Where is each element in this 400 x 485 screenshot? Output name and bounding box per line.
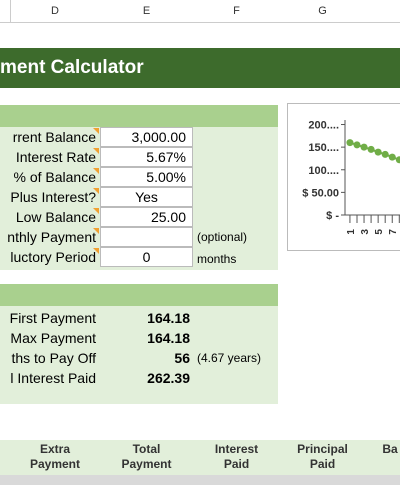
section-header bbox=[0, 105, 278, 127]
title: ment Calculator bbox=[0, 57, 144, 78]
input-cell[interactable]: 5.00% bbox=[100, 167, 193, 187]
data-point bbox=[360, 143, 368, 151]
comment-marker bbox=[93, 128, 99, 134]
comment-marker bbox=[93, 148, 99, 154]
column-header bbox=[0, 0, 11, 23]
input-label: rrent Balance bbox=[12, 129, 96, 145]
column-header: E bbox=[100, 0, 194, 23]
x-tick-label: 1 bbox=[346, 229, 357, 235]
data-point bbox=[367, 145, 375, 153]
input-label: nthly Payment bbox=[7, 229, 96, 245]
input-note: (optional) bbox=[197, 230, 248, 244]
y-tick-label: $ - bbox=[326, 210, 339, 222]
input-label: % of Balance bbox=[13, 169, 97, 185]
comment-marker bbox=[93, 208, 99, 214]
column-header bbox=[365, 0, 400, 23]
table-header: Ba bbox=[382, 442, 398, 456]
input-note: months bbox=[197, 252, 237, 266]
input-cell[interactable]: 0 bbox=[100, 247, 193, 267]
table-header: Principal Paid bbox=[297, 442, 348, 471]
chart-frame bbox=[287, 103, 400, 251]
data-point bbox=[346, 139, 354, 147]
comment-marker bbox=[93, 228, 99, 234]
result-value: 262.39 bbox=[147, 370, 190, 386]
x-tick-label: 5 bbox=[374, 229, 385, 235]
y-tick-label: $ 50.00 bbox=[302, 187, 339, 199]
result-value: 164.18 bbox=[147, 330, 190, 346]
result-label: Max Payment bbox=[10, 330, 96, 346]
y-tick-label: 200.... bbox=[308, 120, 339, 132]
data-point bbox=[353, 141, 361, 149]
y-tick-label: 100.... bbox=[308, 165, 339, 177]
input-label: Interest Rate bbox=[15, 149, 96, 165]
data-point bbox=[381, 150, 389, 158]
result-label: First Payment bbox=[9, 310, 96, 326]
input-label: Plus Interest? bbox=[10, 189, 96, 205]
data-point bbox=[388, 153, 396, 161]
scroll-bar bbox=[0, 475, 400, 485]
input-label: Low Balance bbox=[15, 209, 96, 225]
column-header: F bbox=[193, 0, 281, 23]
result-label: l Interest Paid bbox=[10, 370, 96, 386]
x-tick-label: 3 bbox=[360, 229, 371, 235]
section-header bbox=[0, 284, 278, 306]
x-tick-label: 7 bbox=[388, 229, 399, 235]
result-value: 56 bbox=[174, 350, 190, 366]
input-cell[interactable] bbox=[100, 227, 193, 247]
result-note: (4.67 years) bbox=[197, 351, 262, 365]
table-header: Extra Payment bbox=[29, 442, 81, 471]
comment-marker bbox=[93, 168, 99, 174]
input-cell[interactable]: 25.00 bbox=[100, 207, 193, 227]
table-header: Total Payment bbox=[121, 442, 172, 471]
table-header-row bbox=[0, 440, 400, 475]
title-bar: ment Calculator bbox=[0, 48, 400, 88]
input-label: luctory Period bbox=[10, 249, 96, 265]
input-cell[interactable]: Yes bbox=[100, 187, 193, 207]
comment-marker bbox=[93, 188, 99, 194]
result-label: ths to Pay Off bbox=[11, 350, 96, 366]
results-panel bbox=[0, 306, 278, 404]
comment-marker bbox=[93, 248, 99, 254]
input-cell[interactable]: 3,000.00 bbox=[100, 127, 193, 147]
chart: 200.... 150.... 100.... $ 50.00 $ - 1 3 5 7 bbox=[287, 103, 400, 251]
data-point bbox=[395, 156, 400, 164]
input-cell[interactable]: 5.67% bbox=[100, 147, 193, 167]
column-header: D bbox=[10, 0, 101, 23]
table-header: Interest Paid bbox=[214, 442, 259, 471]
y-tick-label: 150.... bbox=[308, 142, 339, 154]
result-value: 164.18 bbox=[147, 310, 190, 326]
column-header: G bbox=[280, 0, 366, 23]
data-point bbox=[374, 148, 382, 156]
